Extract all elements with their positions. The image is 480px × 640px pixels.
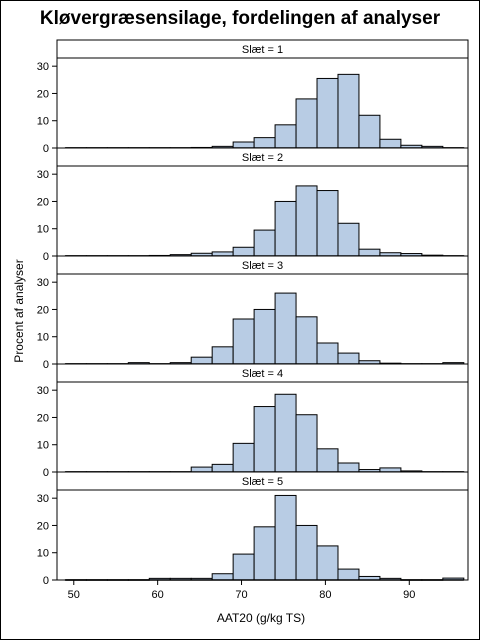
y-tick-label: 30 [37, 61, 49, 73]
histogram-bar [253, 308, 276, 365]
y-tick-label: 0 [43, 467, 49, 479]
histogram-bar [232, 246, 255, 257]
histogram-bar [316, 190, 339, 257]
histogram-bar [232, 141, 255, 149]
x-axis-label: AAT20 (g/kg TS) [217, 611, 305, 625]
histogram-bar [232, 442, 255, 473]
y-tick-label: 30 [37, 169, 49, 181]
histogram-bar [253, 229, 276, 257]
y-tick-label: 30 [37, 493, 49, 505]
y-tick-label: 0 [43, 359, 49, 371]
panel-strip-label: Slæt = 1 [242, 44, 283, 56]
y-tick-label: 10 [37, 548, 49, 560]
histogram-bar [253, 137, 276, 149]
histogram-bar [190, 356, 213, 365]
panel-strip-label: Slæt = 2 [242, 152, 283, 164]
y-tick-label: 10 [37, 440, 49, 452]
histogram-bar [295, 185, 318, 257]
histogram-bar [337, 73, 360, 149]
x-tick-label: 90 [403, 589, 415, 601]
histogram-bar [274, 124, 297, 149]
histogram-bar [274, 200, 297, 257]
y-tick-label: 10 [37, 332, 49, 344]
histogram-bar [253, 526, 276, 581]
y-tick-label: 20 [37, 304, 49, 316]
histogram-bar [274, 494, 297, 581]
histogram-bar [295, 524, 318, 581]
histogram-bar [337, 568, 360, 581]
y-tick-label: 10 [37, 224, 49, 236]
histogram-bar [337, 462, 360, 473]
panel-strip-label: Slæt = 4 [242, 368, 283, 380]
y-tick-label: 20 [37, 88, 49, 100]
y-tick-label: 30 [37, 385, 49, 397]
panel-strip-label: Slæt = 5 [242, 476, 283, 488]
x-tick-label: 50 [68, 589, 80, 601]
histogram-bar [316, 448, 339, 473]
histogram-bar [295, 414, 318, 473]
chart-title: Kløvergræsensilage, fordelingen af analy… [39, 8, 441, 29]
histogram-bar [211, 573, 234, 581]
y-tick-label: 30 [37, 277, 49, 289]
panel-strip-label: Slæt = 3 [242, 260, 283, 272]
y-tick-label: 20 [37, 196, 49, 208]
histogram-bar [316, 77, 339, 149]
y-tick-label: 0 [43, 143, 49, 155]
histogram-bar [358, 114, 381, 149]
histogram-bar [253, 406, 276, 473]
histogram-bar [358, 248, 381, 257]
x-tick-label: 70 [235, 589, 247, 601]
panel-plot-area [56, 57, 469, 149]
histogram-bar [316, 545, 339, 581]
y-tick-label: 0 [43, 575, 49, 587]
histogram-bar [316, 342, 339, 365]
histogram-bar [274, 292, 297, 365]
x-tick-label: 80 [319, 589, 331, 601]
histogram-bar [295, 98, 318, 149]
histogram-bar [232, 318, 255, 365]
y-tick-label: 10 [37, 116, 49, 128]
histogram-bar [274, 393, 297, 473]
histogram-bar [295, 316, 318, 365]
histogram-bar [211, 346, 234, 365]
y-tick-label: 20 [37, 412, 49, 424]
histogram-bar [232, 553, 255, 581]
histogram-bar [337, 352, 360, 365]
histogram-bar [379, 138, 402, 149]
y-tick-label: 20 [37, 520, 49, 532]
histogram-bar [337, 222, 360, 257]
y-axis-label: Procent af analyser [12, 259, 26, 362]
x-tick-label: 60 [152, 589, 164, 601]
y-tick-label: 0 [43, 251, 49, 263]
histogram-bar [211, 463, 234, 473]
